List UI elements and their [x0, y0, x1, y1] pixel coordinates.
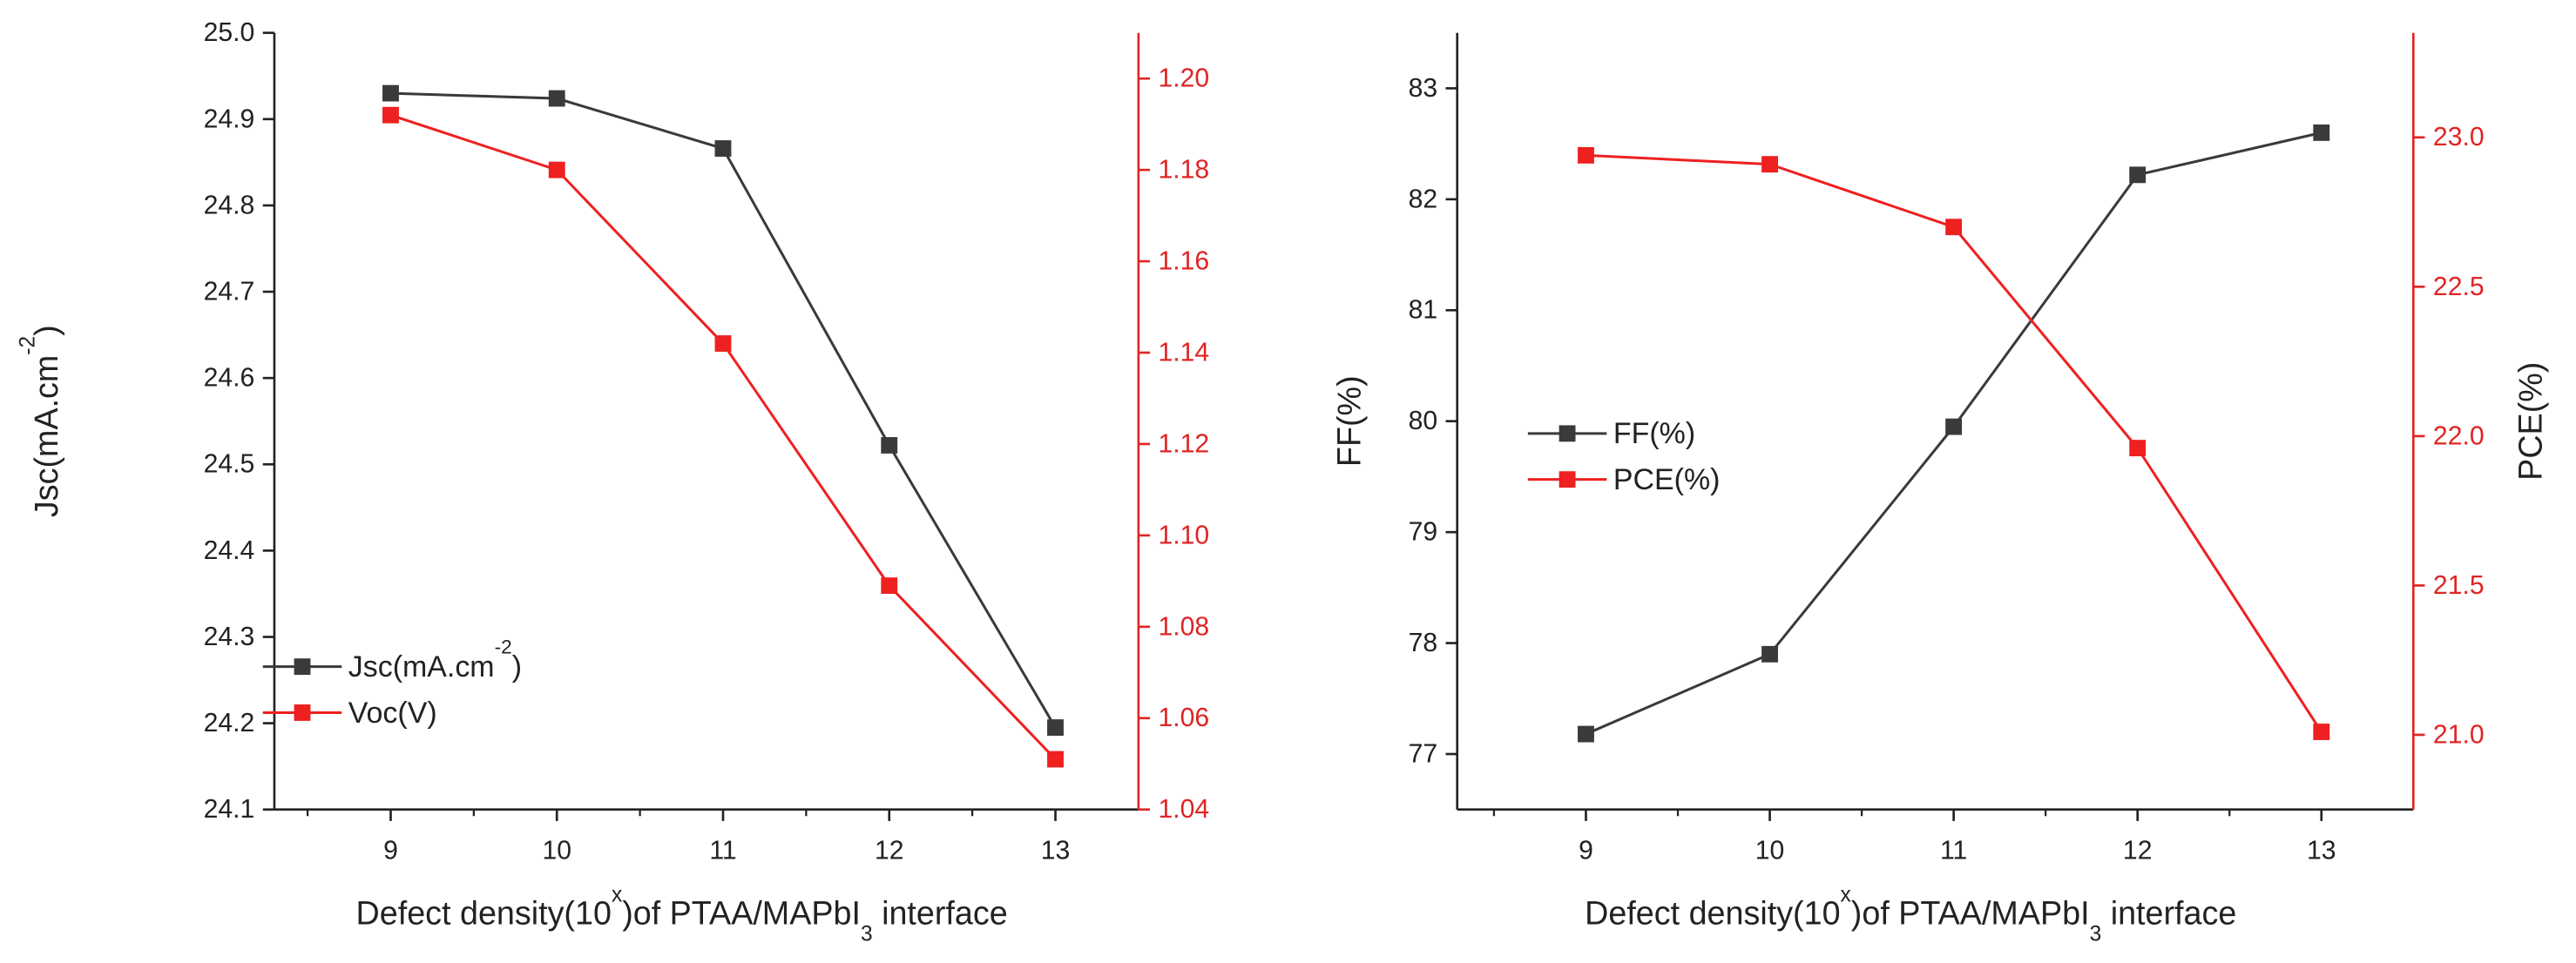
left-axis-label: FF(%) [1330, 375, 1367, 467]
chart-panel-1: 9 10 11 12 13 24.1 24.2 24.3 24.4 24.5 24.6 24.7 24.… [17, 18, 1210, 946]
data-point-PCE(%) [1578, 146, 1594, 164]
legend-label: FF(%) [1613, 417, 1695, 450]
right-tick-label: 23.0 [2433, 123, 2485, 152]
legend-marker [1558, 425, 1576, 442]
x-tick-label: 10 [542, 836, 571, 865]
left-tick-label: 82 [1409, 185, 1438, 213]
data-point-Voc(V) [548, 161, 565, 178]
right-tick-label: 1.10 [1159, 521, 1210, 549]
data-point-FF(%) [2313, 124, 2330, 141]
data-point-Voc(V) [714, 335, 732, 352]
data-point-FF(%) [1945, 418, 1963, 435]
left-tick-label: 24.8 [204, 191, 255, 219]
left-tick-label: 24.1 [204, 795, 255, 824]
left-tick-label: 24.6 [204, 364, 255, 393]
x-tick-label: 12 [875, 836, 904, 865]
right-tick-label: 1.12 [1159, 429, 1210, 458]
data-point-FF(%) [2129, 166, 2147, 184]
left-tick-label: 79 [1409, 518, 1438, 547]
left-tick-label: 24.5 [204, 450, 255, 479]
left-tick-label: 78 [1409, 629, 1438, 657]
data-point-Voc(V) [382, 106, 399, 124]
x-tick-label: 13 [2307, 836, 2336, 865]
data-point-Jsc(mA.cm-2) [714, 140, 732, 157]
series-line-Jsc(mA.cm-2) [390, 91, 1057, 729]
right-tick-label: 1.20 [1159, 64, 1210, 93]
data-point-Voc(V) [881, 577, 898, 595]
left-tick-label: 24.7 [204, 277, 255, 306]
right-tick-label: 1.16 [1159, 246, 1210, 275]
x-tick-label: 9 [383, 836, 398, 865]
data-point-PCE(%) [1761, 156, 1778, 173]
right-tick-label: 21.0 [2433, 720, 2485, 749]
right-tick-label: 21.5 [2433, 571, 2485, 600]
left-axis-label: Jsc(mA.cm-2​) [17, 325, 64, 517]
data-point-Voc(V) [1047, 751, 1064, 768]
left-tick-label: 77 [1409, 739, 1438, 768]
x-tick-label: 11 [1940, 836, 1967, 865]
left-tick-label: 81 [1409, 296, 1438, 325]
data-point-PCE(%) [2129, 440, 2147, 457]
data-point-Jsc(mA.cm-2) [382, 84, 399, 102]
left-tick-label: 24.9 [204, 104, 255, 133]
x-tick-label: 13 [1041, 836, 1071, 865]
legend-label: Voc(V) [348, 697, 437, 730]
data-point-PCE(%) [2313, 724, 2330, 740]
x-tick-label: 11 [709, 836, 736, 865]
legend-label: PCE(%) [1613, 463, 1721, 496]
legend-label: Jsc(mA.cm-2​) [348, 636, 522, 684]
x-tick-label: 10 [1755, 836, 1785, 865]
left-tick-label: 24.3 [204, 623, 255, 651]
right-tick-label: 1.08 [1159, 612, 1210, 641]
x-axis-label: Defect density(10x​)of PTAA/MAPbI3​ inte… [1585, 883, 2236, 946]
left-tick-label: 80 [1409, 407, 1438, 435]
legend-marker [294, 704, 311, 721]
right-tick-label: 22.0 [2433, 421, 2485, 450]
x-axis-label: Defect density(10x​)of PTAA/MAPbI3​ inte… [356, 883, 1008, 946]
chart-panel-2: 9 10 11 12 13 77 78 79 80 81 82 83 21.0 21.5 22.0 22.5 2… [1330, 32, 2548, 946]
x-tick-label: 9 [1579, 836, 1593, 865]
legend-marker [1558, 471, 1576, 488]
right-tick-label: 1.06 [1159, 704, 1210, 732]
right-tick-label: 1.14 [1159, 338, 1210, 367]
left-tick-label: 83 [1409, 74, 1438, 103]
left-tick-label: 24.2 [204, 709, 255, 737]
right-tick-label: 1.18 [1159, 156, 1210, 185]
data-point-FF(%) [1761, 645, 1778, 663]
right-axis-label: PCE(%) [2512, 362, 2548, 481]
data-point-PCE(%) [1945, 219, 1963, 236]
x-tick-label: 12 [2123, 836, 2153, 865]
left-tick-label: 25.0 [204, 18, 255, 47]
left-tick-label: 24.4 [204, 536, 255, 565]
data-point-FF(%) [1578, 725, 1594, 743]
legend-marker [294, 658, 311, 676]
data-point-Jsc(mA.cm-2) [1047, 719, 1064, 736]
series-line-PCE(%) [1585, 153, 2323, 733]
right-tick-label: 22.5 [2433, 273, 2485, 301]
data-point-Jsc(mA.cm-2) [881, 437, 898, 454]
right-tick-label: 1.04 [1159, 795, 1210, 824]
data-point-Jsc(mA.cm-2) [548, 90, 565, 107]
